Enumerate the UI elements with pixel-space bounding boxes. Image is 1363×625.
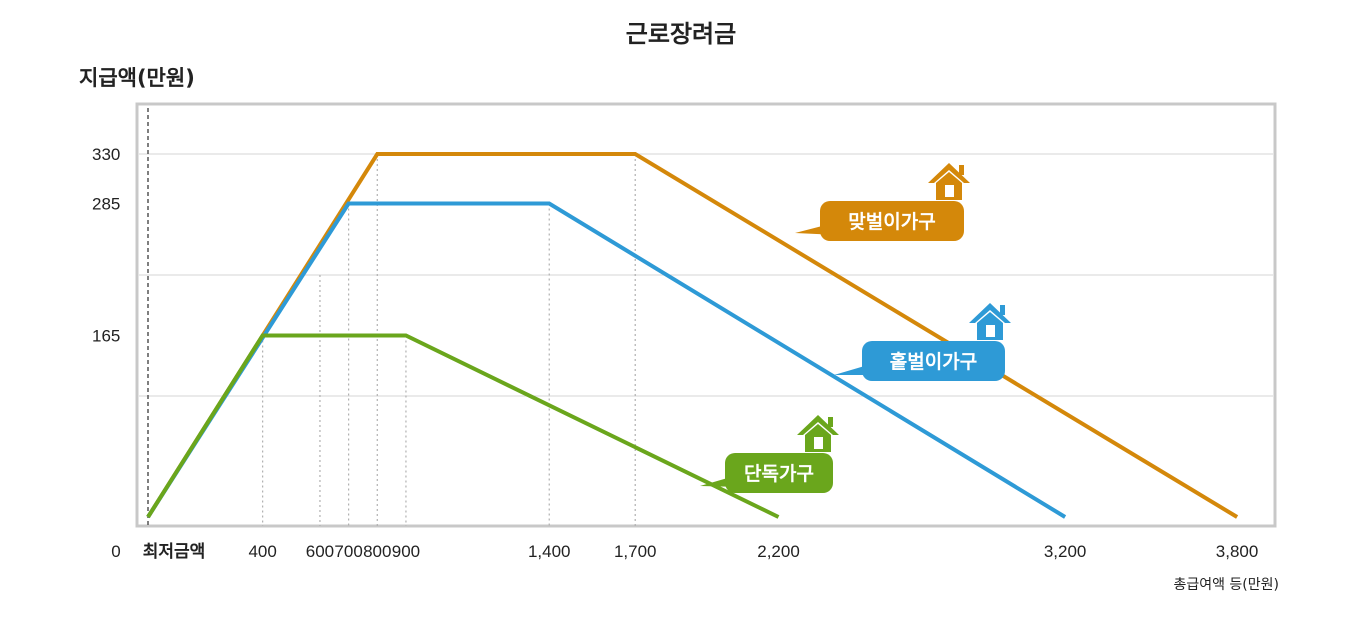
x-ticks: 0 최저금액 400 600 700 800 900 1,400 1,700 2,200 3,200…: [111, 542, 1258, 562]
callout-badge: [725, 453, 833, 493]
x-tick-label-700: 700: [334, 542, 362, 561]
x-tick-label-900: 900: [392, 542, 420, 561]
legend-label-1: 홑벌이가구: [890, 350, 977, 373]
y-axis-label: 지급액(만원): [79, 66, 195, 90]
x-tick-label-400: 400: [248, 542, 276, 561]
callout-2: 단독가구: [700, 415, 839, 493]
house-icon: [928, 163, 970, 200]
callout-badge: [820, 201, 964, 241]
y-tick-label-285: 285: [92, 195, 120, 214]
y-ticks: 165 285 330: [92, 145, 120, 346]
chart-title: 근로장려금: [626, 20, 736, 48]
x-tick-label-0: 0: [111, 542, 120, 561]
y-tick-label-165: 165: [92, 327, 120, 346]
legend-label-2: 단독가구: [744, 463, 814, 485]
series-group: [146, 152, 1239, 519]
callout-badge: [862, 341, 1005, 381]
x-tick-label-1700: 1,700: [614, 542, 657, 561]
callout-0: 맞벌이가구: [795, 163, 970, 241]
x-tick-label-600: 600: [306, 542, 334, 561]
guides: [262, 154, 636, 526]
x-axis-label: 총급여액 등(만원): [1173, 577, 1279, 593]
x-tick-label-3800: 3,800: [1216, 542, 1259, 561]
series-line-2: [146, 333, 780, 519]
x-tick-label-1400: 1,400: [528, 542, 571, 561]
plot-frame: [135, 102, 1277, 528]
x-tick-label-2200: 2,200: [757, 542, 800, 561]
grid: [139, 153, 1273, 397]
x-tick-label-3200: 3,200: [1044, 542, 1087, 561]
callout-1: 홑벌이가구: [834, 303, 1011, 381]
house-icon: [797, 415, 839, 452]
x-tick-label-800: 800: [363, 542, 391, 561]
house-icon: [969, 303, 1011, 340]
legend-label-0: 맞벌이가구: [848, 211, 935, 233]
y-tick-label-330: 330: [92, 145, 120, 164]
x-tick-label-150: 최저금액: [143, 542, 206, 562]
